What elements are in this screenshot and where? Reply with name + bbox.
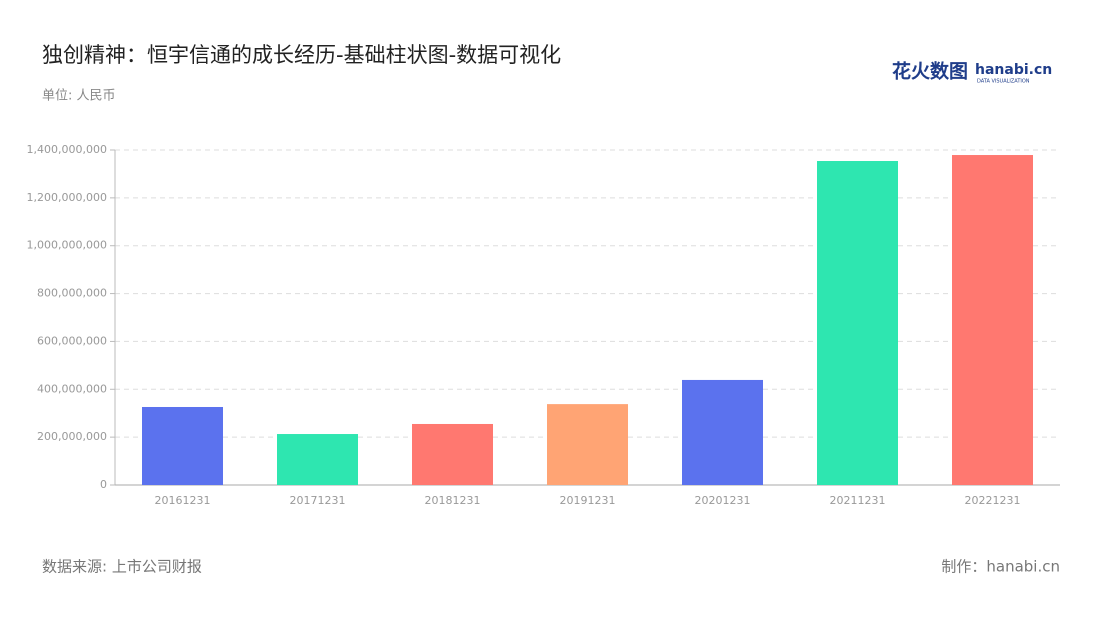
- chart-subtitle: 单位: 人民币: [42, 89, 116, 104]
- logo-tagline: DATA VISUALIZATION: [977, 79, 1030, 85]
- chart-title: 独创精神：恒宇信通的成长经历-基础柱状图-数据可视化: [42, 43, 561, 67]
- x-tick-label: 20161231: [155, 494, 211, 507]
- x-tick-label: 20191231: [560, 494, 616, 507]
- logo-brand: 花火数图: [892, 60, 968, 83]
- bar: [817, 161, 898, 485]
- y-tick-label: 1,000,000,000: [27, 239, 107, 252]
- y-tick-label: 1,200,000,000: [27, 191, 107, 204]
- x-tick-label: 20211231: [830, 494, 886, 507]
- x-tick-label: 20201231: [695, 494, 751, 507]
- bar: [277, 434, 358, 485]
- y-tick-label: 0: [100, 478, 107, 491]
- bar: [682, 379, 763, 485]
- x-tick-label: 20221231: [965, 494, 1021, 507]
- y-tick-label: 400,000,000: [37, 382, 107, 395]
- logo-site: hanabi.cn: [975, 62, 1052, 78]
- bar: [412, 423, 493, 485]
- source: 数据来源: 上市公司财报: [42, 558, 202, 576]
- credit: 制作：hanabi.cn: [941, 558, 1060, 576]
- y-tick-label: 600,000,000: [37, 334, 107, 347]
- y-tick-label: 200,000,000: [37, 430, 107, 443]
- y-tick-label: 800,000,000: [37, 287, 107, 300]
- y-tick-label: 1,400,000,000: [27, 143, 107, 156]
- x-tick-label: 20171231: [290, 494, 346, 507]
- x-tick-label: 20181231: [425, 494, 481, 507]
- bar: [142, 406, 223, 485]
- bar: [547, 404, 628, 485]
- bar: [952, 155, 1033, 485]
